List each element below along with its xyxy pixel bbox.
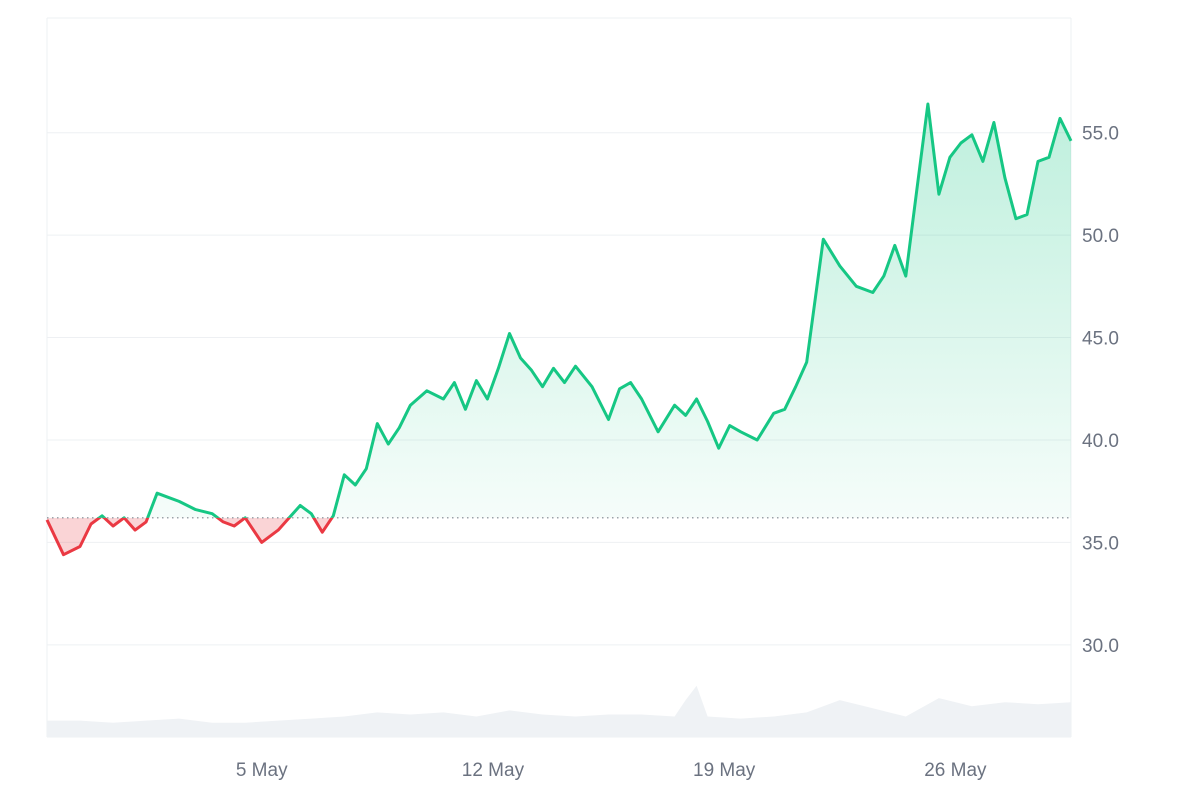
axes: 30.0 35.0 40.0 45.0 50.0 55.0 5 May 12 May 19 Ma… [236,124,1119,781]
x-tick-label: 26 May [924,760,987,781]
volume-series [47,685,1071,737]
price-line-down [45,517,334,557]
y-tick-label: 55.0 [1082,124,1119,145]
y-tick-label: 50.0 [1082,226,1119,247]
price-line [45,102,1073,557]
price-area [47,104,1071,555]
y-tick-label: 30.0 [1082,636,1119,657]
x-tick-label: 19 May [693,760,756,781]
x-tick-label: 5 May [236,760,288,781]
x-tick-label: 12 May [462,760,525,781]
y-tick-label: 35.0 [1082,533,1119,554]
area-above-baseline [47,104,1071,518]
volume-area [47,685,1071,737]
y-tick-label: 45.0 [1082,329,1119,350]
y-tick-label: 40.0 [1082,431,1119,452]
area-below-baseline [47,517,332,555]
price-line-up [96,102,1073,518]
